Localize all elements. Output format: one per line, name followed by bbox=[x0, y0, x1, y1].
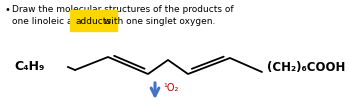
Text: with one singlet oxygen.: with one singlet oxygen. bbox=[101, 17, 215, 26]
Text: Draw the molecular structures of the products of: Draw the molecular structures of the pro… bbox=[12, 5, 234, 14]
Text: adducts: adducts bbox=[76, 17, 112, 26]
Text: one linoleic acid: one linoleic acid bbox=[12, 17, 89, 26]
Text: •: • bbox=[4, 5, 10, 15]
Text: C₄H₉: C₄H₉ bbox=[14, 59, 44, 72]
Text: ¹O₂: ¹O₂ bbox=[163, 82, 179, 92]
Text: (CH₂)₆COOH: (CH₂)₆COOH bbox=[267, 60, 345, 73]
